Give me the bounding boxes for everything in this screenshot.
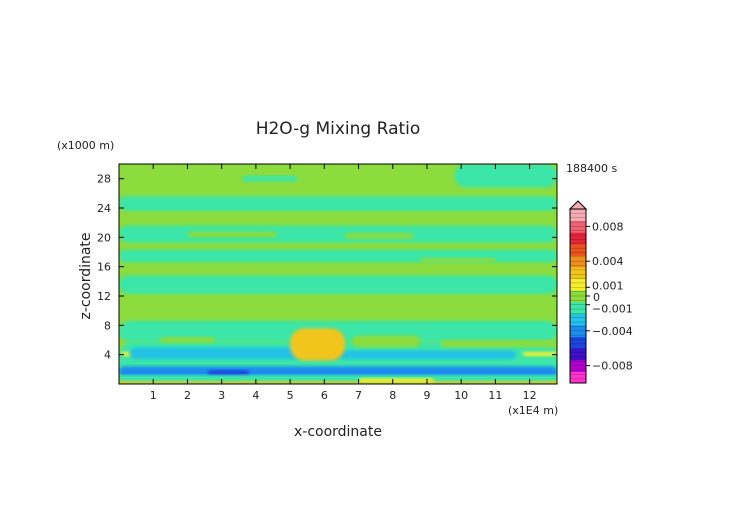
- plot-frame: [118, 163, 558, 385]
- heatmap-region: [351, 335, 421, 348]
- colorbar-swatch: [570, 359, 586, 372]
- colorbar-swatch: [570, 243, 586, 256]
- heatmap-region: [242, 175, 297, 182]
- colorbar-tick-label: −0.008: [592, 360, 633, 373]
- y-tick-label: 28: [97, 173, 111, 186]
- colorbar-tick-label: −0.004: [592, 325, 633, 338]
- heatmap-region: [262, 268, 311, 273]
- y-axis-ticks: 4 8 12 16 20 24 28: [97, 173, 557, 362]
- colorbar-swatch: [570, 232, 586, 245]
- heatmap-region: [119, 366, 557, 377]
- y-tick-label: 8: [104, 319, 111, 332]
- colorbar-swatch: [570, 278, 586, 291]
- colorbar-swatch: [570, 267, 586, 280]
- heatmap-region: [119, 225, 557, 243]
- x-tick-label: 8: [389, 389, 396, 402]
- x-tick-label: 11: [488, 389, 502, 402]
- heatmap-region: [119, 381, 557, 384]
- x-axis-ticks: 1 2 3 4 5 6 7 8 9 10 11 12: [150, 164, 537, 402]
- colorbar-tick-label: 0: [593, 291, 600, 304]
- y-axis-label: z-coordinate: [78, 232, 94, 319]
- y-tick-label: 4: [104, 349, 111, 362]
- heatmap-region: [187, 231, 277, 238]
- x-tick-label: 9: [423, 389, 430, 402]
- colorbar-swatch: [570, 336, 586, 349]
- heatmap-region: [119, 375, 557, 382]
- heatmap-region: [119, 196, 557, 211]
- heatmap-region: [160, 337, 215, 343]
- heatmap-region: [290, 328, 345, 361]
- x-axis-label: x-coordinate: [294, 424, 382, 440]
- chart-title: H2O-g Mixing Ratio: [256, 119, 421, 139]
- colorbar-tick-label: 0.004: [592, 255, 624, 268]
- heatmap-region: [129, 347, 304, 360]
- x-tick-label: 2: [184, 389, 191, 402]
- colorbar-swatch: [570, 301, 586, 314]
- x-tick-label: 7: [355, 389, 362, 402]
- heatmap-region: [194, 266, 243, 272]
- colorbar-swatch: [570, 220, 586, 233]
- heatmap-region: [358, 378, 434, 383]
- x-tick-label: 10: [454, 389, 468, 402]
- colorbar-swatch: [570, 290, 586, 303]
- x-tick-label: 6: [321, 389, 328, 402]
- x-tick-label: 1: [150, 389, 157, 402]
- x-unit-label: (x1E4 m): [508, 404, 558, 417]
- colorbar-tick-label: 0.008: [592, 220, 624, 233]
- y-tick-label: 16: [97, 261, 111, 274]
- y-tick-label: 12: [97, 290, 111, 303]
- heatmap-region: [344, 232, 414, 239]
- time-label: 188400 s: [566, 162, 617, 175]
- y-tick-label: 24: [97, 202, 111, 215]
- x-tick-label: 5: [287, 389, 294, 402]
- colorbar-swatch: [570, 209, 586, 222]
- colorbar-swatch: [570, 325, 586, 338]
- colorbar-tick-label: −0.001: [592, 303, 633, 316]
- x-tick-label: 12: [523, 389, 537, 402]
- colorbar-swatch: [570, 371, 586, 384]
- colorbar-tick-label: 0.001: [592, 279, 624, 292]
- y-tick-label: 20: [97, 231, 111, 244]
- heatmap-region: [420, 257, 496, 263]
- colorbar-extend-arrow: [568, 200, 588, 210]
- colorbar-swatch: [570, 348, 586, 361]
- heatmap-field: [119, 164, 557, 384]
- colorbar-swatch: [570, 255, 586, 268]
- heatmap-region: [522, 351, 557, 357]
- x-tick-label: 4: [252, 389, 259, 402]
- colorbar-swatch: [570, 313, 586, 326]
- heatmap-region: [440, 340, 557, 348]
- heatmap-region: [119, 275, 557, 294]
- heatmap-region: [207, 370, 250, 376]
- heatmap-region: [454, 164, 557, 188]
- heatmap-region: [317, 350, 516, 360]
- x-tick-label: 3: [218, 389, 225, 402]
- y-unit-label: (x1000 m): [57, 139, 114, 152]
